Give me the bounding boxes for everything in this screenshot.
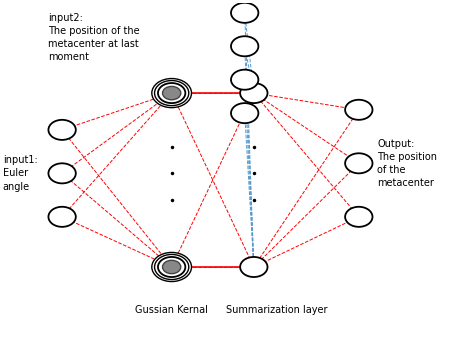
Text: input1:
Euler
angle: input1: Euler angle bbox=[3, 155, 37, 191]
Circle shape bbox=[155, 254, 189, 279]
Circle shape bbox=[163, 260, 181, 274]
Circle shape bbox=[155, 81, 189, 106]
Circle shape bbox=[345, 100, 372, 120]
Circle shape bbox=[49, 163, 76, 183]
Circle shape bbox=[240, 257, 267, 277]
Circle shape bbox=[152, 79, 192, 108]
Text: Summarization layer: Summarization layer bbox=[226, 305, 328, 316]
Circle shape bbox=[240, 83, 267, 103]
Circle shape bbox=[158, 83, 185, 103]
Text: Gussian Kernal: Gussian Kernal bbox=[135, 305, 208, 316]
Circle shape bbox=[152, 252, 192, 282]
Circle shape bbox=[49, 120, 76, 140]
Circle shape bbox=[158, 257, 185, 277]
Circle shape bbox=[49, 207, 76, 227]
Text: input2:
The position of the
metacenter at last
moment: input2: The position of the metacenter a… bbox=[49, 13, 140, 63]
Circle shape bbox=[231, 103, 258, 123]
Circle shape bbox=[231, 70, 258, 90]
Circle shape bbox=[163, 86, 181, 100]
Text: Output:
The position
of the
metacenter: Output: The position of the metacenter bbox=[377, 138, 437, 188]
Circle shape bbox=[345, 153, 372, 173]
Circle shape bbox=[231, 3, 258, 23]
Circle shape bbox=[231, 36, 258, 56]
Circle shape bbox=[345, 207, 372, 227]
